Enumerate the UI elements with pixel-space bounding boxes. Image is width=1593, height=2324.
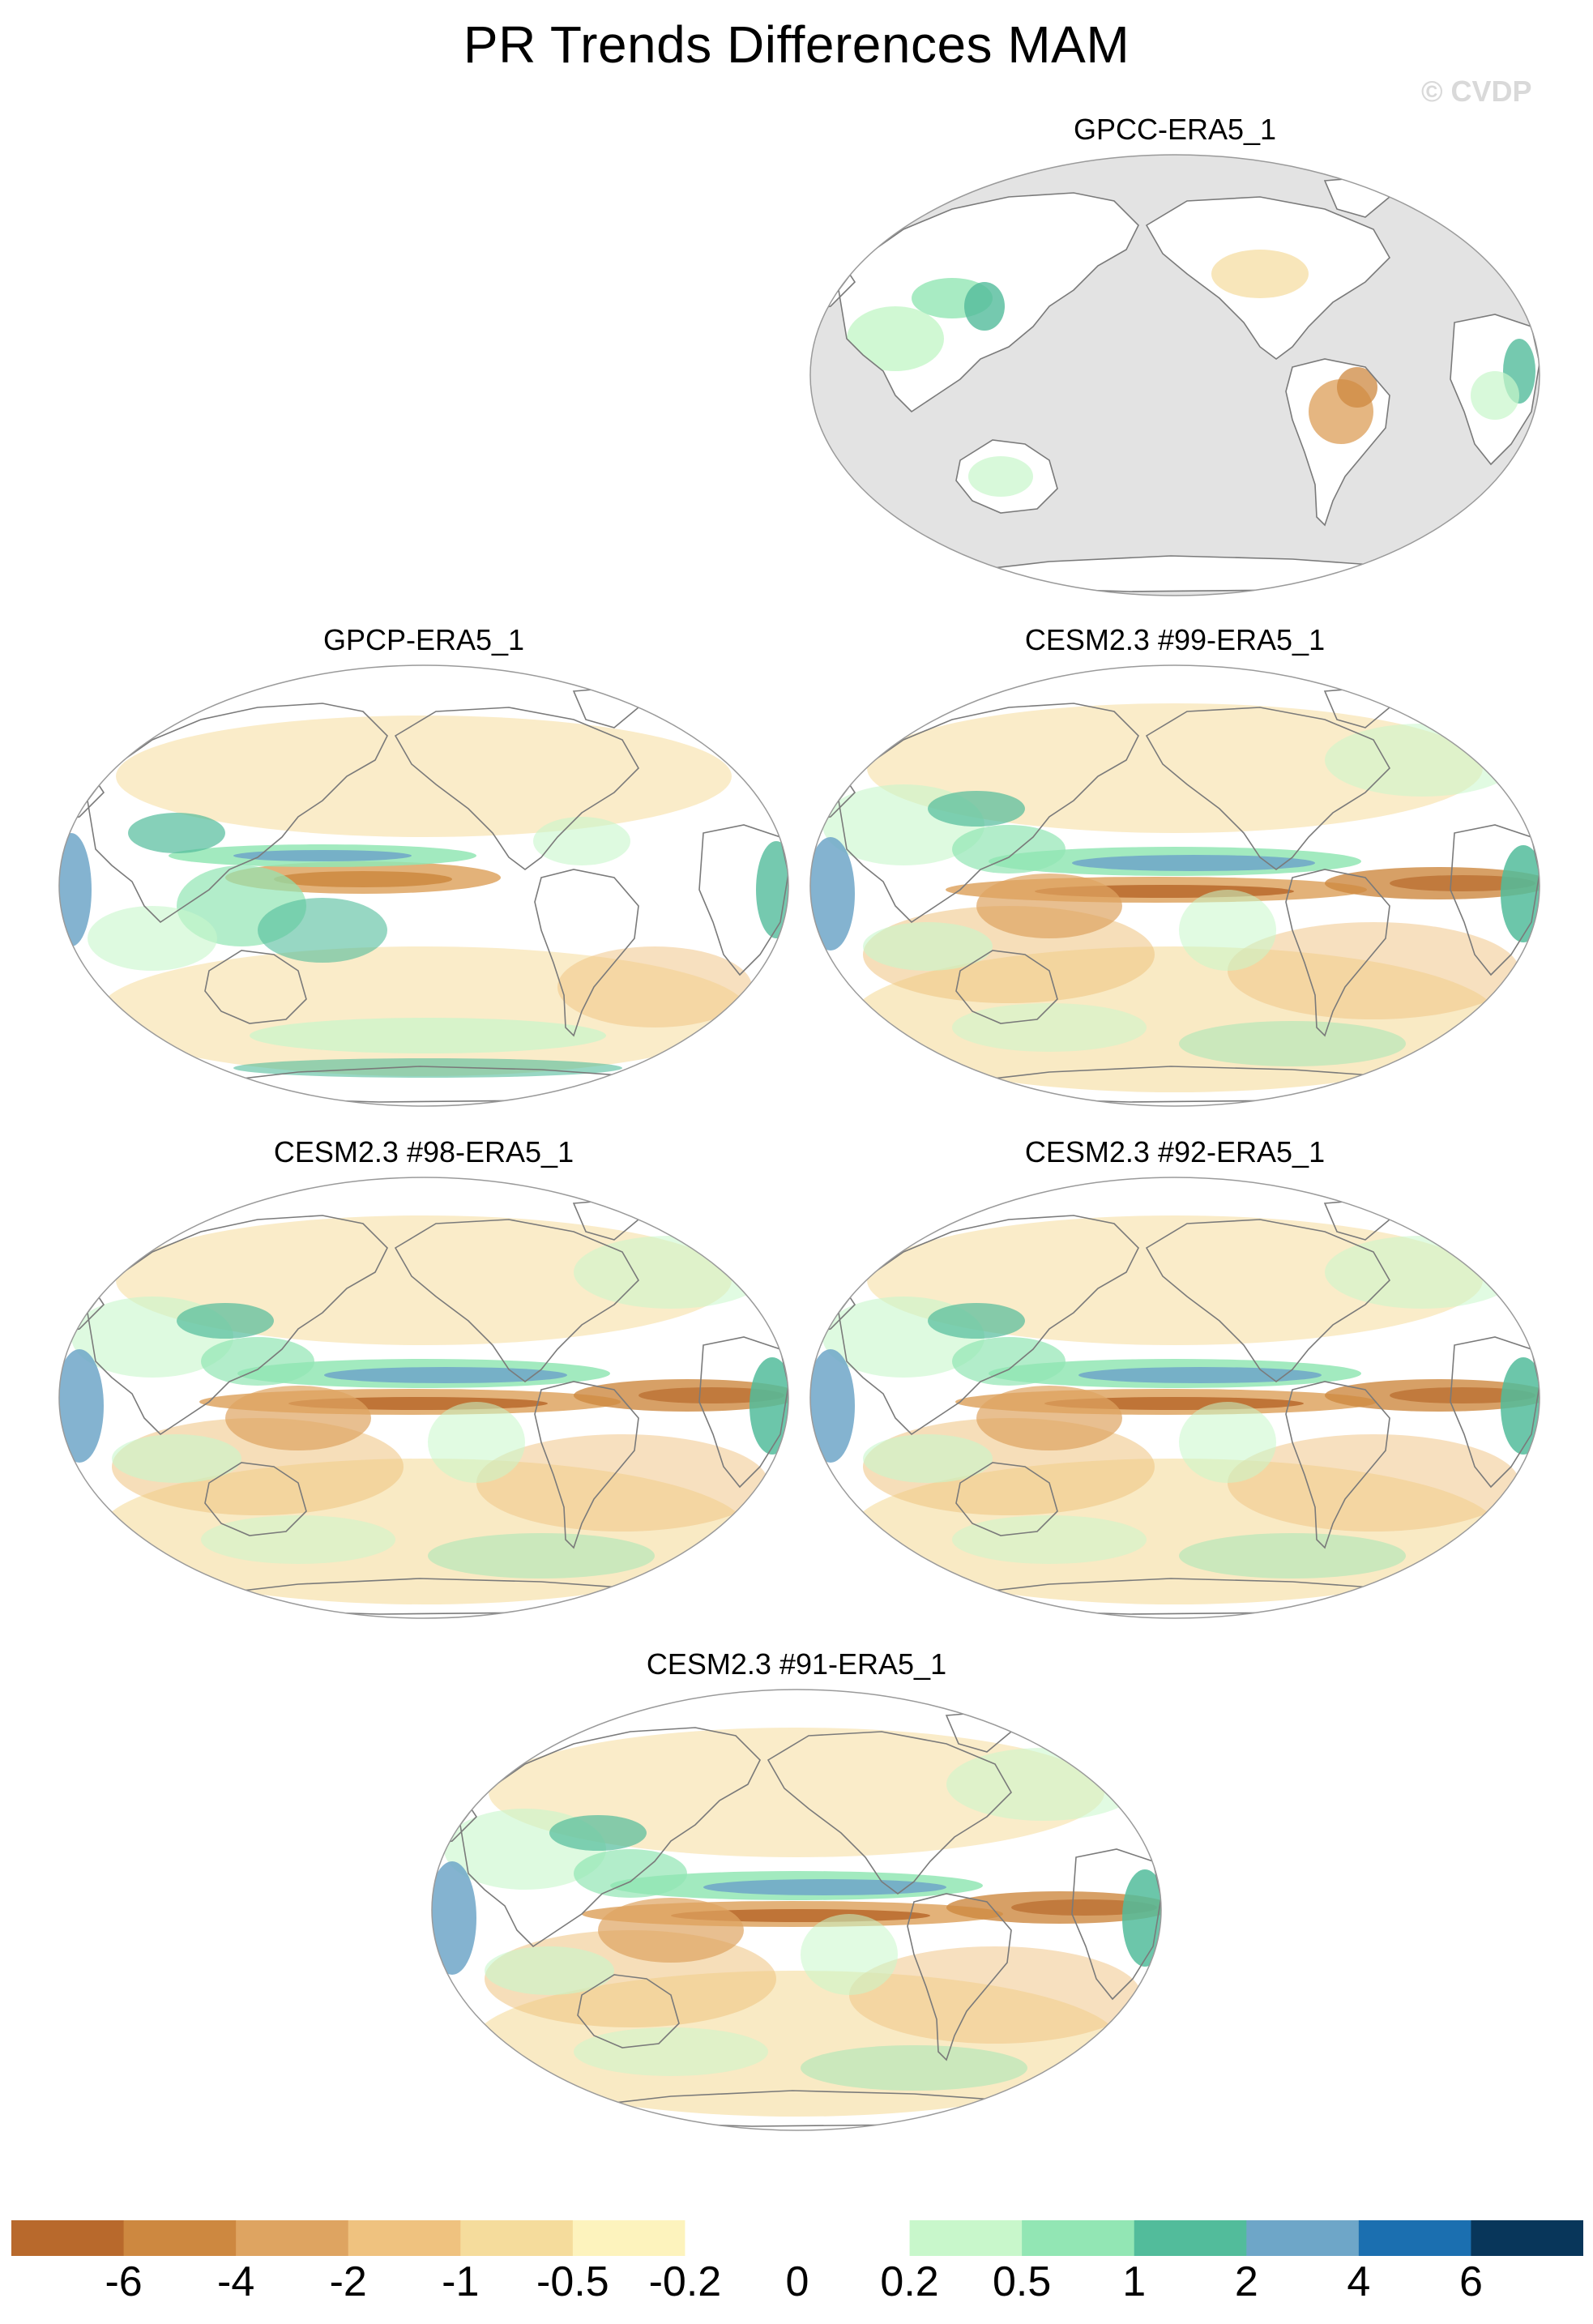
- colorbar-tick-label: 4: [1347, 2258, 1371, 2305]
- world-map-cesm-91: [431, 1689, 1162, 2131]
- colorbar-swatch: [236, 2220, 349, 2256]
- colorbar-tick-label: 0: [785, 2258, 809, 2305]
- colorbar-swatches: [11, 2220, 1583, 2256]
- cvdp-watermark: © CVDP: [1421, 75, 1532, 108]
- colorbar-tick-label: -2: [329, 2258, 367, 2305]
- colorbar-swatch: [348, 2220, 461, 2256]
- colorbar-swatch: [572, 2220, 685, 2256]
- map-panel-cesm-98: CESM2.3 #98-ERA5_1: [55, 1134, 792, 1621]
- map-panel-gpcp: GPCP-ERA5_1: [55, 622, 792, 1109]
- colorbar-swatch: [1134, 2220, 1247, 2256]
- colorbar-tick-label: 1: [1122, 2258, 1147, 2305]
- world-map-gpcp: [58, 664, 789, 1107]
- world-map-cesm-99: [809, 664, 1540, 1107]
- world-map-cesm-98: [58, 1177, 789, 1619]
- colorbar-swatch: [460, 2220, 574, 2256]
- colorbar-swatch: [1022, 2220, 1135, 2256]
- colorbar-tick-label: -0.2: [648, 2258, 722, 2305]
- colorbar-swatch: [1358, 2220, 1471, 2256]
- panel-title: CESM2.3 #92-ERA5_1: [1024, 1135, 1326, 1168]
- colorbar-swatch: [123, 2220, 237, 2256]
- colorbar-swatch: [909, 2220, 1023, 2256]
- colorbar-tick-label: -6: [105, 2258, 143, 2305]
- colorbar-swatch: [11, 2220, 125, 2256]
- world-map-cesm-92: [809, 1177, 1540, 1619]
- panel-title: GPCC-ERA5_1: [1073, 113, 1277, 146]
- panel-title: CESM2.3 #91-ERA5_1: [646, 1647, 947, 1681]
- map-panel-gpcc: GPCC-ERA5_1: [806, 112, 1544, 598]
- colorbar-swatch: [685, 2220, 798, 2256]
- colorbar-labels: -6 -4 -2 -1 -0.5 -0.2 0 0.2 0.5 1 2 4 6: [11, 2258, 1583, 2314]
- colorbar-swatch: [1246, 2220, 1360, 2256]
- panel-title: GPCP-ERA5_1: [322, 623, 525, 656]
- colorbar-tick-label: 0.5: [992, 2258, 1052, 2305]
- colorbar: [11, 2220, 1583, 2256]
- panel-title: CESM2.3 #98-ERA5_1: [273, 1135, 574, 1168]
- colorbar-tick-label: -0.5: [536, 2258, 609, 2305]
- colorbar-swatch: [797, 2220, 911, 2256]
- map-panel-cesm-99: CESM2.3 #99-ERA5_1: [806, 622, 1544, 1109]
- colorbar-tick-label: 2: [1234, 2258, 1258, 2305]
- colorbar-tick-label: 0.2: [880, 2258, 939, 2305]
- panel-title: CESM2.3 #99-ERA5_1: [1024, 623, 1326, 656]
- colorbar-tick-label: 6: [1458, 2258, 1483, 2305]
- world-map-gpcc: [809, 154, 1540, 596]
- map-panel-cesm-91: CESM2.3 #91-ERA5_1: [428, 1647, 1165, 2133]
- colorbar-tick-label: -4: [217, 2258, 255, 2305]
- colorbar-tick-label: -1: [442, 2258, 480, 2305]
- figure-title: PR Trends Differences MAM: [463, 15, 1130, 74]
- colorbar-swatch: [1471, 2220, 1583, 2256]
- map-panel-cesm-92: CESM2.3 #92-ERA5_1: [806, 1134, 1544, 1621]
